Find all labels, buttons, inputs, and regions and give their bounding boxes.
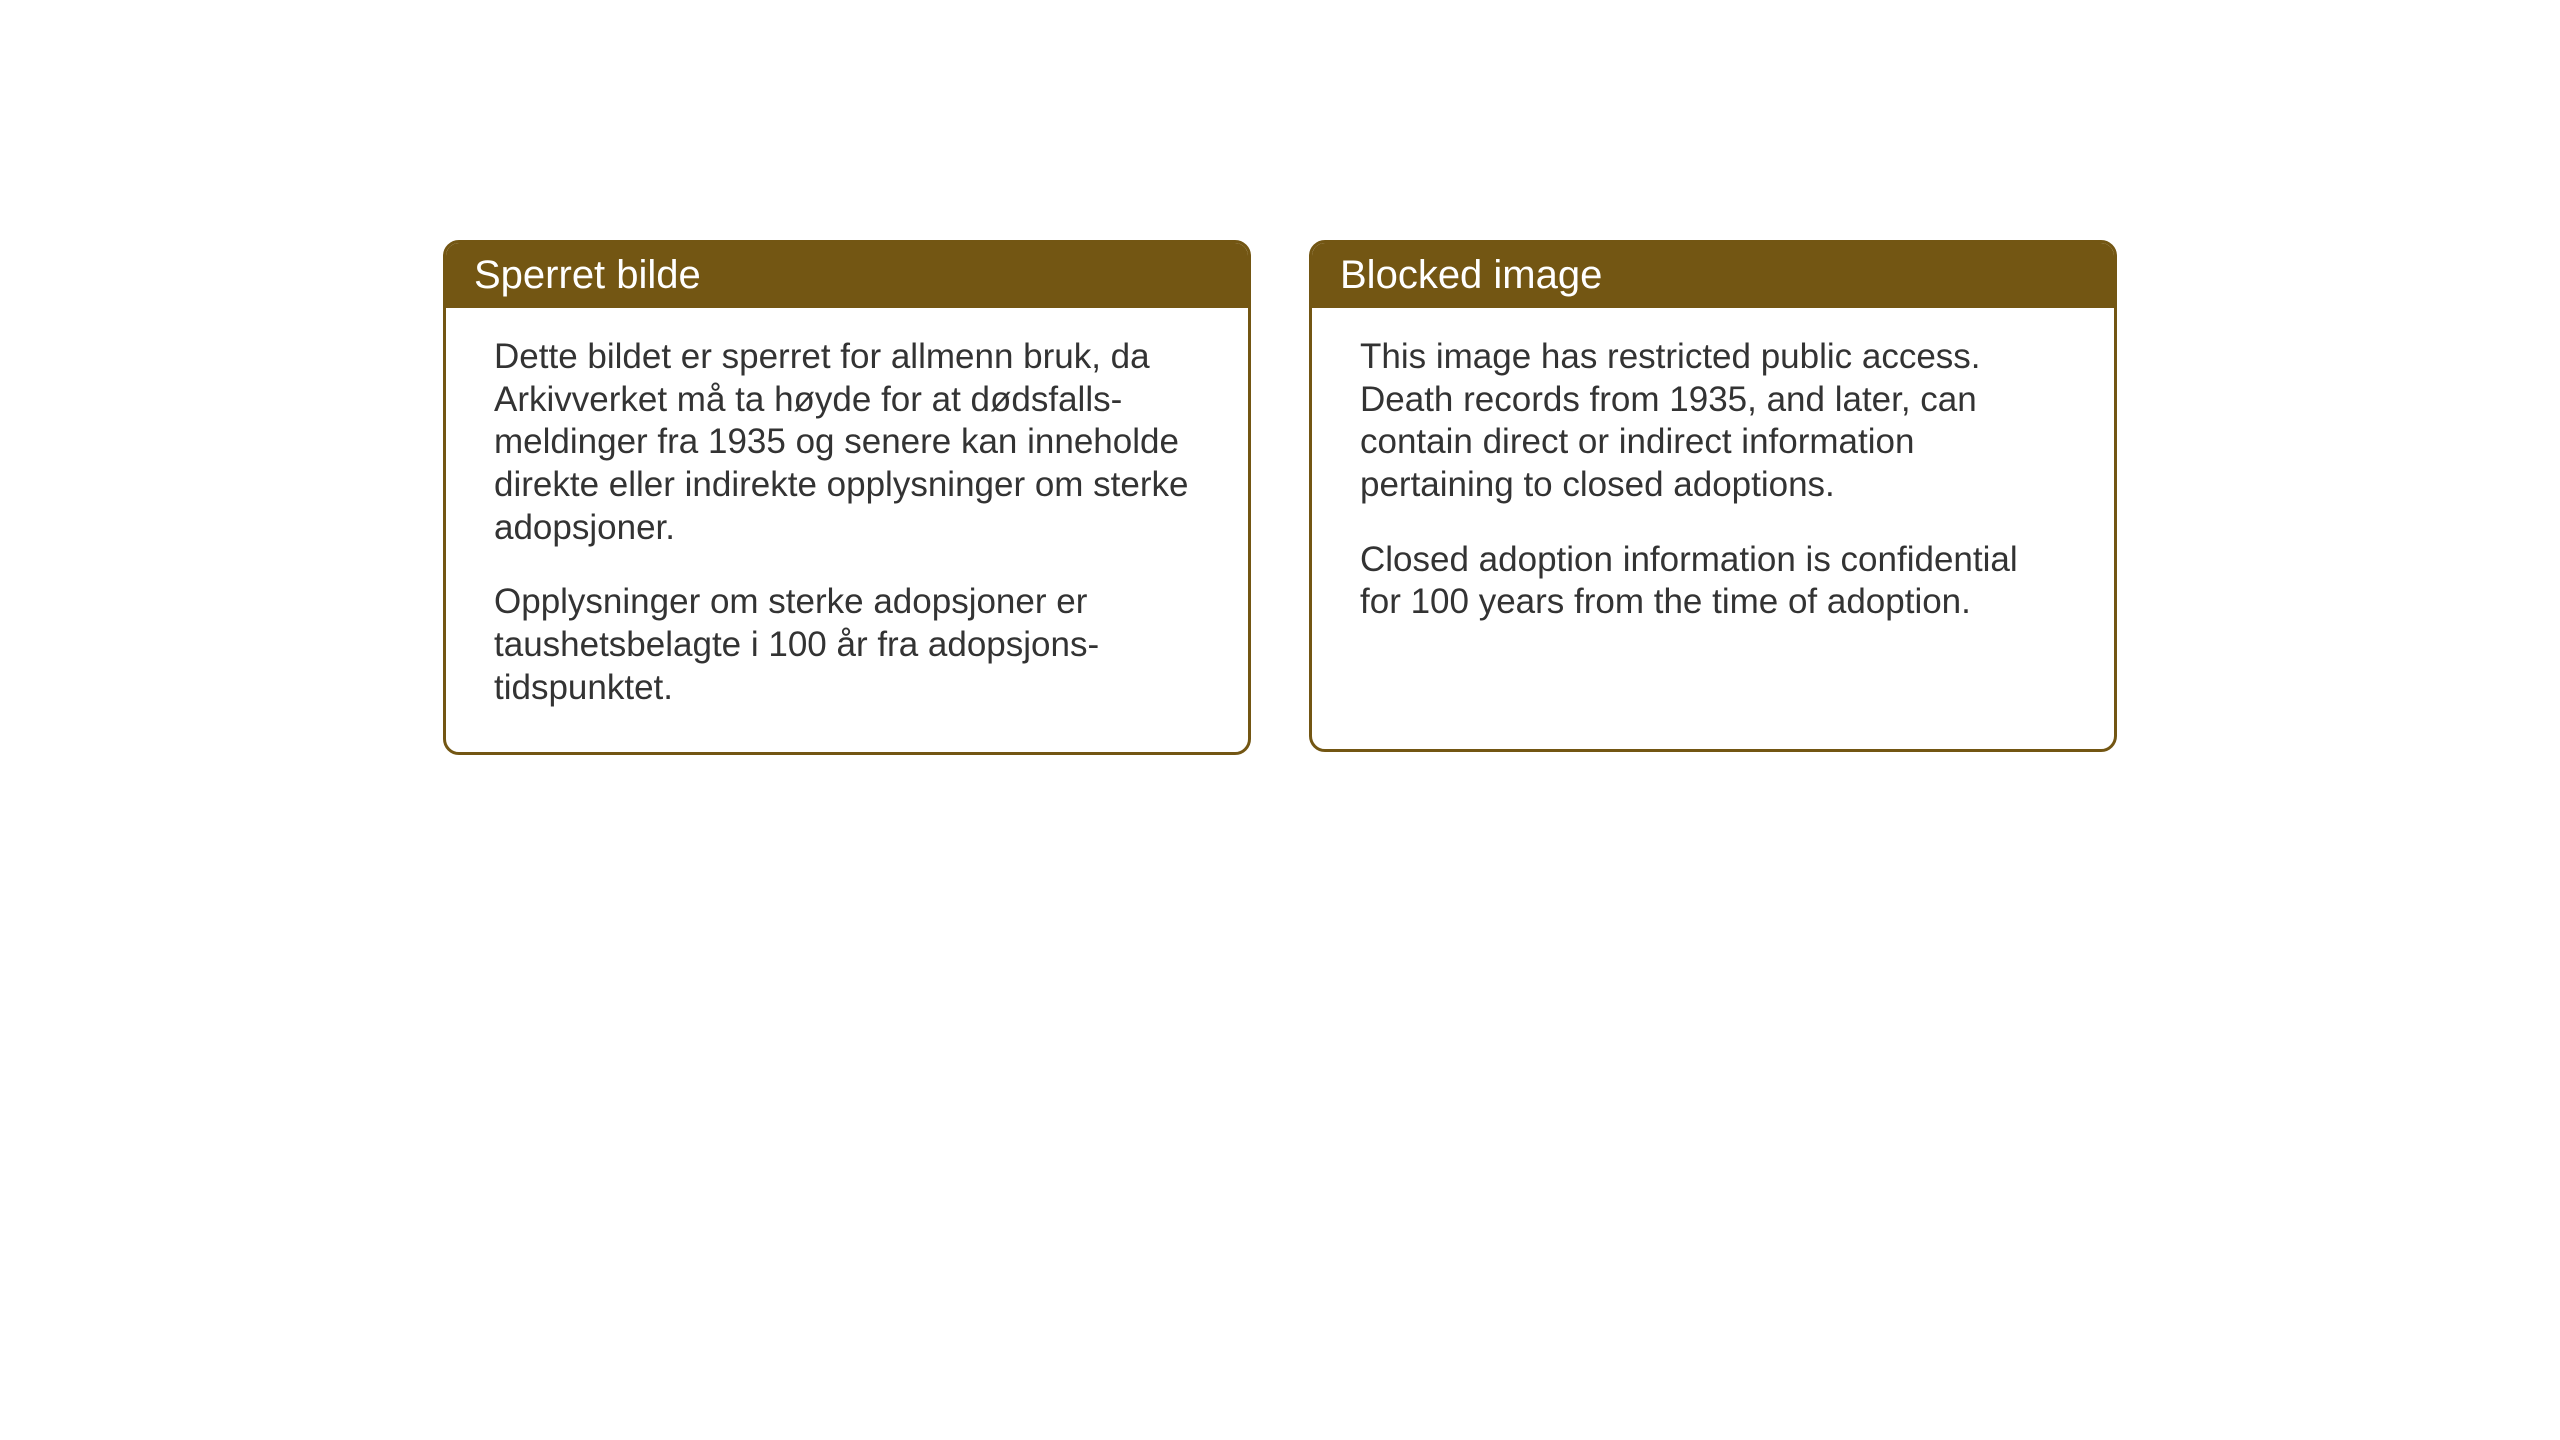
card-norwegian-header: Sperret bilde — [446, 243, 1248, 308]
card-english-paragraph-2: Closed adoption information is confident… — [1360, 539, 2066, 624]
card-norwegian-body: Dette bildet er sperret for allmenn bruk… — [446, 308, 1248, 752]
card-norwegian: Sperret bilde Dette bildet er sperret fo… — [443, 240, 1251, 755]
card-english-header: Blocked image — [1312, 243, 2114, 308]
card-norwegian-title: Sperret bilde — [474, 253, 701, 297]
cards-container: Sperret bilde Dette bildet er sperret fo… — [443, 240, 2117, 755]
card-english-title: Blocked image — [1340, 253, 1602, 297]
card-norwegian-paragraph-1: Dette bildet er sperret for allmenn bruk… — [494, 336, 1200, 549]
card-norwegian-paragraph-2: Opplysninger om sterke adopsjoner er tau… — [494, 581, 1200, 709]
card-english-body: This image has restricted public access.… — [1312, 308, 2114, 666]
card-english-paragraph-1: This image has restricted public access.… — [1360, 336, 2066, 507]
card-english: Blocked image This image has restricted … — [1309, 240, 2117, 752]
